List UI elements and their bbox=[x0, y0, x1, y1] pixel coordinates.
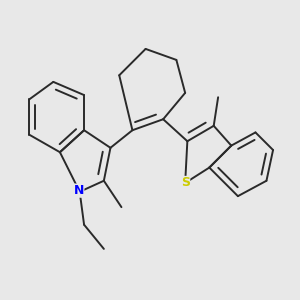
Text: N: N bbox=[74, 184, 84, 197]
Text: S: S bbox=[181, 176, 190, 190]
